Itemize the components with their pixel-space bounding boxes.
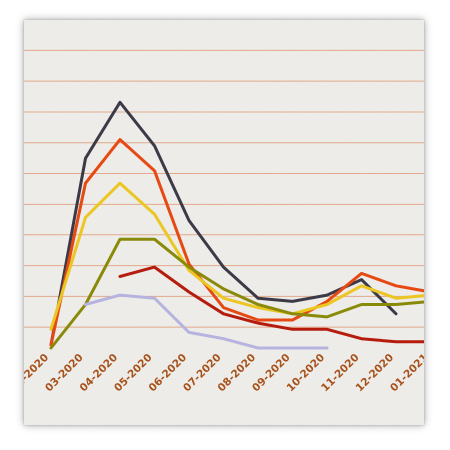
series-line-2 — [49, 181, 424, 331]
series-line-3 — [49, 237, 424, 350]
series-line-0 — [49, 100, 398, 347]
chart-frame: 02-2020 03-2020 04-2020 05-2020 06-2020 07-20… — [24, 20, 424, 425]
series-line-5 — [84, 293, 329, 350]
series-line-1 — [49, 138, 424, 347]
line-chart: 02-202003-202004-202005-202006-202007-20… — [24, 20, 424, 425]
series-line-4 — [118, 265, 424, 344]
paper-texture — [24, 20, 424, 425]
series-lines — [49, 100, 424, 350]
